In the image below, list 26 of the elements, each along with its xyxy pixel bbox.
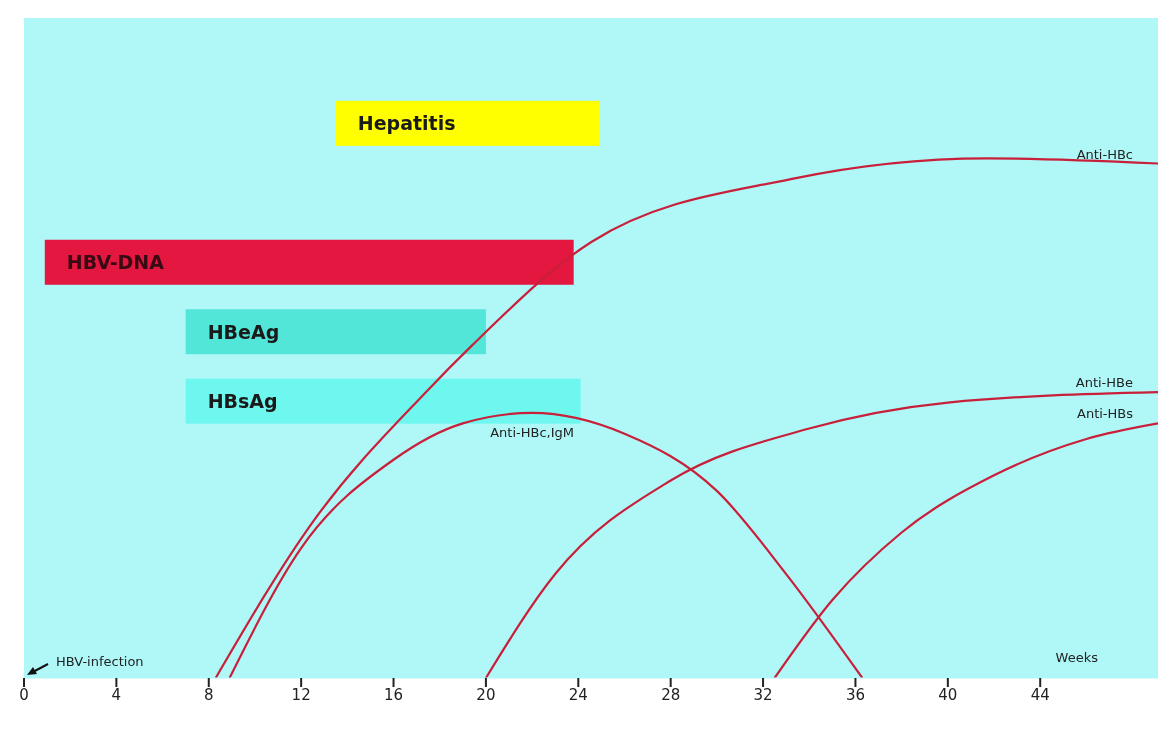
x-tick-label: 32 xyxy=(753,685,773,704)
x-tick-label: 40 xyxy=(938,685,958,704)
category-label: HBeAg xyxy=(207,320,280,343)
x-tick-label: 16 xyxy=(383,685,404,704)
x-tick-label: 0 xyxy=(19,685,29,704)
series-label: Anti-HBe xyxy=(1075,375,1133,391)
bar xyxy=(335,100,600,146)
x-tick-label: 36 xyxy=(845,685,865,704)
bar xyxy=(185,378,581,424)
bar xyxy=(185,309,486,355)
x-tick-label: 4 xyxy=(111,685,122,704)
category-label: HBV-DNA xyxy=(66,251,164,274)
category-label: Hepatitis xyxy=(357,112,456,135)
series-label: Anti-HBc xyxy=(1076,146,1133,162)
x-tick-label: 24 xyxy=(568,685,588,704)
x-tick-label: 12 xyxy=(291,685,311,704)
x-tick-label: 28 xyxy=(661,685,681,704)
category-label: HBsAg xyxy=(207,390,278,413)
x-tick-label: 44 xyxy=(1030,685,1050,704)
x-tick-label: 20 xyxy=(476,685,496,704)
bar xyxy=(44,239,574,285)
x-axis-title: Weeks xyxy=(1055,650,1099,665)
series-label: Anti-HBs xyxy=(1077,406,1134,422)
annotation: HBV-infection xyxy=(56,654,144,669)
series-label: Anti-HBc,IgM xyxy=(490,424,575,440)
x-tick-label: 8 xyxy=(203,685,214,704)
